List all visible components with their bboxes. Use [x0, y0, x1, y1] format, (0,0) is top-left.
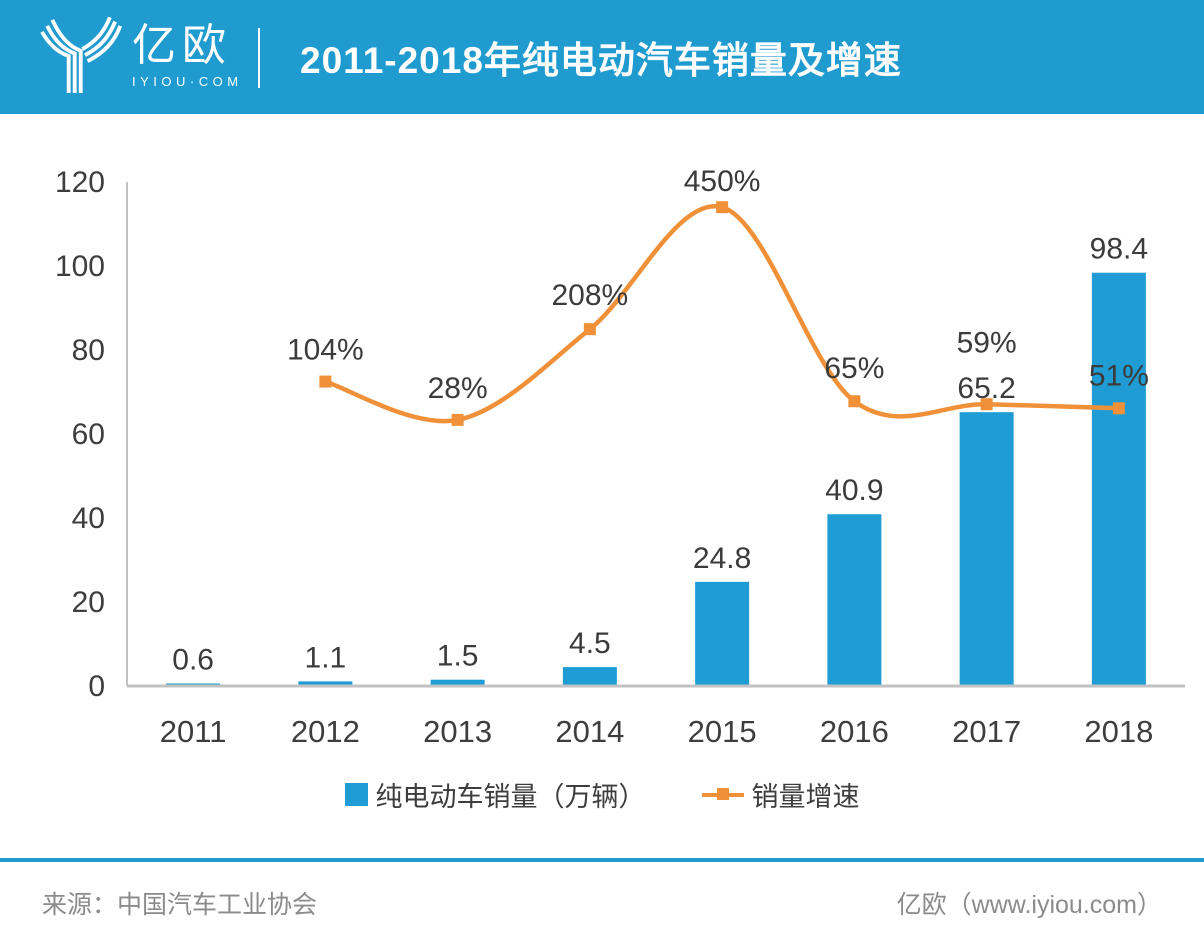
bar-2015[interactable]: [695, 581, 750, 686]
bar-series-swatch-icon: [344, 782, 368, 806]
header-banner: 亿欧 IYIOU·COM 2011-2018年纯电动汽车销量及增速: [0, 0, 1204, 114]
bar-label-2016: 40.9: [825, 474, 883, 507]
growth-marker-2012[interactable]: [319, 375, 332, 388]
bar-label-2011: 0.6: [172, 643, 214, 676]
growth-label-2012: 104%: [287, 334, 364, 367]
legend-label-growth: 销量增速: [751, 781, 860, 812]
growth-label-2017: 59%: [957, 326, 1017, 359]
bar-2012[interactable]: [298, 681, 353, 686]
bar-2014[interactable]: [562, 667, 617, 686]
growth-label-2013: 28%: [428, 372, 488, 405]
x-tick-label-2017: 2017: [952, 714, 1021, 749]
chart-legend: 纯电动车销量（万辆） 销量增速: [0, 772, 1204, 816]
bar-2018[interactable]: [1091, 272, 1146, 686]
line-series-swatch-icon: [701, 788, 744, 800]
x-tick-label-2018: 2018: [1084, 714, 1153, 749]
x-tick-label-2015: 2015: [688, 714, 757, 749]
x-tick-label-2014: 2014: [555, 714, 624, 749]
y-tick-label: 40: [72, 502, 105, 535]
logo-cn-text: 亿欧: [132, 21, 232, 70]
x-tick-label-2011: 2011: [160, 714, 227, 749]
iyiou-logo: 亿欧 IYIOU·COM: [36, 12, 243, 100]
growth-marker-2014[interactable]: [583, 323, 596, 336]
legend-item-growth[interactable]: 销量增速: [701, 775, 860, 814]
bar-label-2012: 1.1: [305, 641, 347, 674]
site-credit-text: 亿欧（www.iyiou.com）: [896, 891, 1162, 919]
y-tick-label: 100: [55, 250, 105, 283]
logo-sub-text: IYIOU·COM: [132, 74, 243, 89]
growth-marker-2017[interactable]: [980, 398, 993, 411]
bar-label-2014: 4.5: [569, 627, 611, 660]
growth-label-2018: 51%: [1089, 359, 1149, 392]
bar-2016[interactable]: [827, 514, 882, 686]
legend-label-sales: 纯电动车销量（万辆）: [375, 781, 646, 812]
y-tick-label: 60: [72, 418, 105, 451]
growth-label-2014: 208%: [552, 279, 629, 312]
y-tick-label: 120: [55, 166, 105, 199]
growth-marker-2015[interactable]: [716, 201, 729, 214]
header-title-divider: [258, 28, 260, 88]
y-tick-label: 20: [72, 586, 105, 619]
footer-divider: [0, 858, 1204, 862]
growth-marker-2016[interactable]: [848, 395, 861, 408]
growth-marker-2018[interactable]: [1112, 402, 1125, 415]
x-tick-label-2013: 2013: [423, 714, 492, 749]
y-tick-label: 0: [88, 670, 105, 703]
bar-label-2018: 98.4: [1090, 233, 1148, 266]
bar-label-2013: 1.5: [437, 640, 479, 673]
growth-label-2015: 450%: [684, 165, 761, 198]
growth-marker-2013[interactable]: [451, 413, 464, 426]
growth-label-2016: 65%: [824, 352, 884, 385]
footer-row: 来源：中国汽车工业协会 亿欧（www.iyiou.com）: [0, 878, 1204, 928]
logo-text: 亿欧 IYIOU·COM: [132, 21, 243, 89]
bar-2013[interactable]: [430, 679, 485, 686]
y-tick-label: 80: [72, 334, 105, 367]
legend-item-sales[interactable]: 纯电动车销量（万辆）: [344, 775, 646, 814]
bar-label-2015: 24.8: [693, 542, 751, 575]
source-text: 来源：中国汽车工业协会: [42, 891, 318, 919]
bar-2017[interactable]: [959, 412, 1014, 686]
iyiou-logo-icon: [40, 16, 122, 93]
x-tick-label-2012: 2012: [291, 714, 360, 749]
x-tick-label-2016: 2016: [820, 714, 889, 749]
page-title: 2011-2018年纯电动汽车销量及增速: [300, 40, 902, 81]
